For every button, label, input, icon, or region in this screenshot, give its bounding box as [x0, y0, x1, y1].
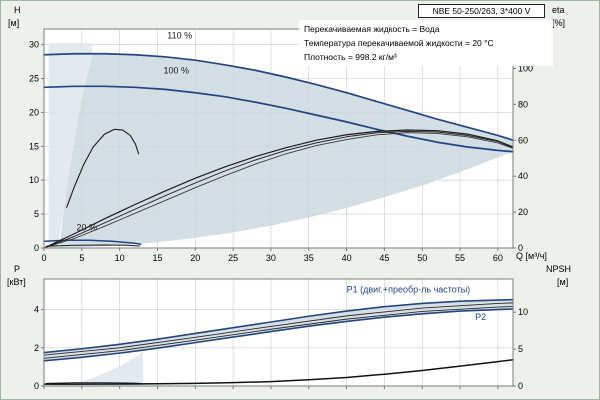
bottom-chart: 0 2 4 0 5 10 P1 (двиг.+преобр-ль частоты) P2: [34, 278, 528, 391]
h-axis-label: H: [14, 5, 21, 15]
svg-text:60: 60: [493, 253, 503, 263]
svg-text:40: 40: [518, 171, 528, 181]
svg-text:P2: P2: [475, 312, 486, 322]
svg-text:0: 0: [34, 381, 39, 391]
liquid-info-box: Перекачиваемая жидкость = Вода Температу…: [299, 20, 553, 66]
svg-text:5: 5: [79, 253, 84, 263]
svg-text:40: 40: [342, 253, 352, 263]
svg-text:0: 0: [518, 243, 523, 253]
svg-text:4: 4: [34, 305, 39, 315]
eta-axis-label: eta: [552, 5, 565, 15]
svg-text:30: 30: [266, 253, 276, 263]
svg-text:80: 80: [518, 99, 528, 109]
info-line-liquid: Перекачиваемая жидкость = Вода: [304, 24, 440, 34]
npsh-axis-label: NPSH: [546, 264, 572, 274]
svg-text:15: 15: [152, 253, 162, 263]
svg-text:25: 25: [29, 73, 39, 83]
svg-text:10: 10: [518, 307, 528, 317]
svg-text:5: 5: [518, 344, 523, 354]
svg-text:20: 20: [190, 253, 200, 263]
h-axis-unit: [м]: [8, 18, 20, 28]
svg-text:35: 35: [304, 253, 314, 263]
q-axis-label: Q [м³/ч]: [516, 251, 547, 261]
svg-text:20: 20: [518, 207, 528, 217]
p-axis-unit: [кВт]: [7, 277, 26, 287]
svg-text:25: 25: [228, 253, 238, 263]
svg-text:20 %: 20 %: [77, 223, 98, 233]
svg-text:50: 50: [417, 253, 427, 263]
svg-text:0: 0: [41, 253, 46, 263]
svg-text:2: 2: [34, 343, 39, 353]
svg-text:100: 100: [518, 63, 533, 73]
svg-text:0: 0: [518, 381, 523, 391]
info-line-temperature: Температура перекачиваемой жидкости = 20…: [304, 38, 494, 48]
p-axis-label: P: [14, 264, 21, 274]
svg-text:15: 15: [29, 141, 39, 151]
svg-text:30: 30: [29, 40, 39, 50]
eta-axis-unit: [%]: [552, 18, 566, 28]
svg-text:10: 10: [115, 253, 125, 263]
svg-text:P1 (двиг.+преобр-ль частоты): P1 (двиг.+преобр-ль частоты): [347, 284, 471, 294]
svg-text:20: 20: [29, 107, 39, 117]
svg-text:100 %: 100 %: [164, 66, 190, 76]
svg-text:60: 60: [518, 135, 528, 145]
svg-text:0: 0: [34, 243, 39, 253]
svg-text:55: 55: [455, 253, 465, 263]
svg-text:5: 5: [34, 209, 39, 219]
svg-text:10: 10: [29, 175, 39, 185]
npsh-axis-unit: [м]: [557, 277, 569, 287]
info-line-density: Плотность = 998.2 кг/м³: [304, 52, 397, 62]
pump-model-box: NBE 50-250/263, 3*400 V: [418, 4, 545, 18]
svg-text:45: 45: [379, 253, 389, 263]
svg-text:110 %: 110 %: [167, 30, 192, 40]
